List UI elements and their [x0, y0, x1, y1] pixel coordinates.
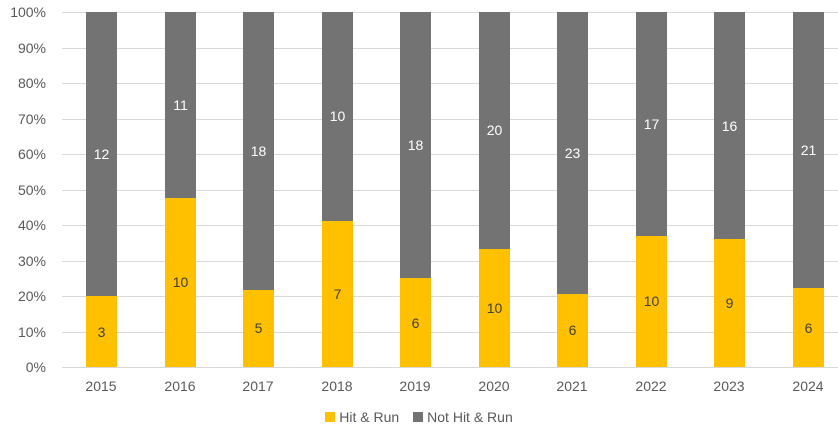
bar-segment-hit-and-run: 10: [479, 248, 510, 367]
gridline: [62, 225, 838, 226]
x-tick-label: 2018: [321, 378, 353, 394]
bar-segment-hit-and-run: 6: [793, 288, 824, 367]
gridline: [62, 367, 838, 368]
bar-segment-hit-and-run: 3: [86, 296, 117, 367]
y-tick-label: 10%: [17, 324, 46, 340]
bar-2015: 12 3: [86, 12, 117, 367]
bar-segment-hit-and-run: 6: [557, 293, 588, 367]
x-tick-label: 2017: [242, 378, 274, 394]
bar-2017: 18 5: [243, 12, 274, 367]
x-tick-label: 2023: [713, 378, 745, 394]
bar-segment-not-hit-and-run: 21: [793, 12, 824, 289]
bar-2016: 11 10: [165, 12, 196, 367]
gridline: [62, 48, 838, 49]
bar-segment-not-hit-and-run: 17: [636, 12, 667, 236]
bar-segment-hit-and-run: 6: [400, 278, 431, 367]
y-tick-label: 60%: [17, 146, 46, 162]
bar-segment-not-hit-and-run: 20: [479, 12, 510, 249]
bar-2022: 17 10: [636, 12, 667, 367]
gridline: [62, 154, 838, 155]
y-tick-label: 70%: [17, 111, 46, 127]
gridline: [62, 119, 838, 120]
gridline: [62, 12, 838, 13]
bar-2019: 18 6: [400, 12, 431, 367]
x-tick-label: 2020: [478, 378, 510, 394]
legend-label: Hit & Run: [339, 409, 400, 425]
gridline: [62, 190, 838, 191]
bar-segment-not-hit-and-run: 11: [165, 12, 196, 198]
y-tick-label: 40%: [17, 217, 46, 233]
y-tick-label: 0%: [25, 359, 46, 375]
x-tick-label: 2019: [399, 378, 431, 394]
bar-segment-hit-and-run: 7: [322, 220, 353, 367]
x-tick-label: 2022: [635, 378, 667, 394]
gridline: [62, 296, 838, 297]
legend-swatch-not-hit-and-run: [413, 412, 424, 422]
bar-segment-hit-and-run: 10: [636, 235, 667, 367]
x-tick-label: 2016: [164, 378, 196, 394]
y-tick-label: 90%: [17, 40, 46, 56]
y-tick-label: 50%: [17, 182, 46, 198]
gridline: [62, 261, 838, 262]
bar-segment-not-hit-and-run: 18: [243, 12, 274, 290]
y-tick-label: 100%: [10, 4, 46, 20]
bar-segment-not-hit-and-run: 10: [322, 12, 353, 221]
legend-label: Not Hit & Run: [427, 409, 513, 425]
legend-item-hit-and-run: Hit & Run: [325, 409, 399, 425]
gridline: [62, 83, 838, 84]
bar-segment-not-hit-and-run: 23: [557, 12, 588, 294]
x-tick-label: 2015: [85, 378, 117, 394]
bar-2020: 20 10: [479, 12, 510, 367]
legend-item-not-hit-and-run: Not Hit & Run: [413, 409, 513, 425]
bar-2018: 10 7: [322, 12, 353, 367]
bar-2023: 16 9: [714, 12, 745, 367]
bar-segment-hit-and-run: 9: [714, 239, 745, 367]
bar-segment-hit-and-run: 5: [243, 289, 274, 367]
x-tick-label: 2024: [792, 378, 824, 394]
bar-segment-not-hit-and-run: 16: [714, 12, 745, 240]
gridline: [62, 332, 838, 333]
y-tick-label: 30%: [17, 253, 46, 269]
bar-2024: 21 6: [793, 12, 824, 367]
legend-swatch-hit-and-run: [325, 412, 336, 422]
legend: Hit & Run Not Hit & Run: [0, 409, 838, 425]
bar-segment-not-hit-and-run: 18: [400, 12, 431, 279]
bar-2021: 23 6: [557, 12, 588, 367]
x-tick-label: 2021: [556, 378, 588, 394]
bar-segment-hit-and-run: 10: [165, 197, 196, 367]
y-tick-label: 80%: [17, 75, 46, 91]
bar-segment-not-hit-and-run: 12: [86, 12, 117, 296]
y-tick-label: 20%: [17, 288, 46, 304]
